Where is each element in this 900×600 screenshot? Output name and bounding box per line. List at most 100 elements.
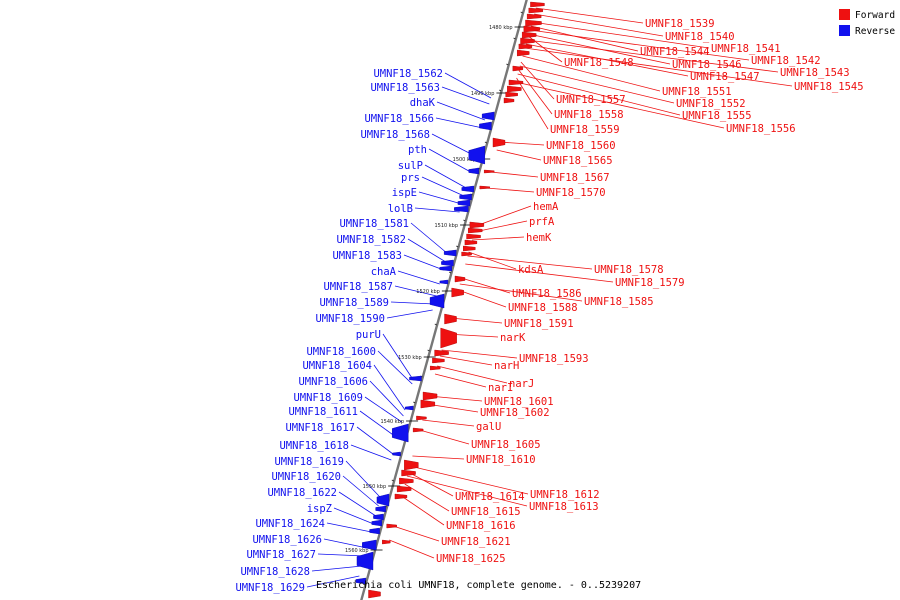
forward-gene-arrow[interactable] xyxy=(479,185,490,190)
forward-gene-label[interactable]: UMNF18_1559 xyxy=(550,124,620,136)
forward-gene-label[interactable]: UMNF18_1602 xyxy=(480,407,550,419)
reverse-gene-arrow[interactable] xyxy=(362,539,377,551)
forward-gene-label[interactable]: UMNF18_1601 xyxy=(484,396,554,408)
reverse-gene-arrow[interactable] xyxy=(409,375,422,382)
forward-gene-arrow[interactable] xyxy=(444,313,457,325)
reverse-gene-label[interactable]: UMNF18_1587 xyxy=(323,281,393,293)
forward-gene-label[interactable]: hemA xyxy=(533,201,559,213)
reverse-gene-label[interactable]: UMNF18_1620 xyxy=(271,471,341,483)
reverse-gene-label[interactable]: UMNF18_1590 xyxy=(315,313,385,325)
forward-gene-label[interactable]: UMNF18_1555 xyxy=(682,110,752,122)
forward-gene-arrow[interactable] xyxy=(466,233,481,240)
forward-gene-arrow[interactable] xyxy=(505,91,518,98)
forward-gene-label[interactable]: UMNF18_1591 xyxy=(504,318,574,330)
reverse-gene-arrow[interactable] xyxy=(468,167,479,175)
forward-gene-label[interactable]: narH xyxy=(494,360,519,372)
forward-gene-arrow[interactable] xyxy=(526,13,542,20)
forward-gene-arrow[interactable] xyxy=(382,539,391,545)
forward-gene-label[interactable]: UMNF18_1552 xyxy=(676,98,746,110)
reverse-gene-label[interactable]: UMNF18_1609 xyxy=(293,392,363,404)
reverse-gene-arrow[interactable] xyxy=(479,121,492,131)
reverse-gene-label[interactable]: ispE xyxy=(392,187,417,199)
forward-gene-arrow[interactable] xyxy=(512,65,524,72)
reverse-gene-arrow[interactable] xyxy=(392,451,401,457)
reverse-gene-label[interactable]: UMNF18_1619 xyxy=(274,456,344,468)
forward-gene-arrow[interactable] xyxy=(440,327,457,349)
forward-gene-label[interactable]: UMNF18_1539 xyxy=(645,18,715,30)
reverse-gene-arrow[interactable] xyxy=(454,205,469,213)
forward-gene-label[interactable]: UMNF18_1615 xyxy=(451,506,521,518)
forward-gene-label[interactable]: UMNF18_1567 xyxy=(540,172,610,184)
forward-gene-label[interactable]: UMNF18_1585 xyxy=(584,296,654,308)
forward-gene-arrow[interactable] xyxy=(492,137,506,148)
reverse-gene-arrow[interactable] xyxy=(461,185,474,193)
forward-gene-label[interactable]: UMNF18_1543 xyxy=(780,67,850,79)
forward-gene-arrow[interactable] xyxy=(468,227,483,234)
reverse-gene-arrow[interactable] xyxy=(481,111,495,121)
reverse-gene-arrow[interactable] xyxy=(376,493,390,507)
reverse-gene-label[interactable]: UMNF18_1606 xyxy=(298,376,368,388)
forward-gene-label[interactable]: UMNF18_1570 xyxy=(536,187,606,199)
forward-gene-arrow[interactable] xyxy=(461,251,472,257)
forward-gene-arrow[interactable] xyxy=(434,349,449,357)
forward-gene-arrow[interactable] xyxy=(525,19,542,27)
forward-gene-arrow[interactable] xyxy=(508,79,524,86)
forward-gene-arrow[interactable] xyxy=(454,275,466,283)
forward-gene-label[interactable]: UMNF18_1542 xyxy=(751,55,821,67)
forward-gene-arrow[interactable] xyxy=(517,49,530,57)
reverse-gene-label[interactable]: UMNF18_1611 xyxy=(288,406,358,418)
forward-gene-arrow[interactable] xyxy=(396,485,412,493)
forward-gene-label[interactable]: UMNF18_1544 xyxy=(640,46,710,58)
reverse-gene-label[interactable]: UMNF18_1583 xyxy=(332,250,402,262)
forward-gene-arrow[interactable] xyxy=(401,469,416,477)
reverse-gene-label[interactable]: lolB xyxy=(388,203,413,215)
forward-gene-label[interactable]: UMNF18_1558 xyxy=(554,109,624,121)
forward-gene-label[interactable]: UMNF18_1547 xyxy=(690,71,760,83)
reverse-gene-label[interactable]: chaA xyxy=(371,266,397,278)
reverse-gene-label[interactable]: purU xyxy=(356,329,381,341)
forward-gene-label[interactable]: UMNF18_1579 xyxy=(615,277,685,289)
reverse-gene-label[interactable]: prs xyxy=(401,172,420,184)
reverse-gene-label[interactable]: UMNF18_1600 xyxy=(306,346,376,358)
reverse-gene-arrow[interactable] xyxy=(356,551,374,571)
forward-gene-label[interactable]: UMNF18_1545 xyxy=(794,81,864,93)
reverse-gene-label[interactable]: UMNF18_1604 xyxy=(302,360,372,372)
forward-gene-arrow[interactable] xyxy=(451,287,464,298)
forward-gene-label[interactable]: UMNF18_1546 xyxy=(672,59,742,71)
reverse-gene-arrow[interactable] xyxy=(468,145,485,165)
reverse-gene-arrow[interactable] xyxy=(439,279,449,285)
reverse-gene-label[interactable]: UMNF18_1622 xyxy=(267,487,337,499)
forward-gene-arrow[interactable] xyxy=(432,357,445,364)
reverse-gene-label[interactable]: ispZ xyxy=(307,503,332,515)
reverse-gene-label[interactable]: UMNF18_1628 xyxy=(240,566,310,578)
reverse-gene-arrow[interactable] xyxy=(404,405,414,411)
forward-gene-label[interactable]: UMNF18_1565 xyxy=(543,155,613,167)
reverse-gene-arrow[interactable] xyxy=(371,519,382,527)
forward-gene-label[interactable]: UMNF18_1560 xyxy=(546,140,616,152)
reverse-gene-label[interactable]: dhaK xyxy=(410,97,436,109)
reverse-gene-label[interactable]: UMNF18_1617 xyxy=(285,422,355,434)
forward-gene-label[interactable]: UMNF18_1625 xyxy=(436,553,506,565)
forward-gene-arrow[interactable] xyxy=(422,391,438,401)
reverse-gene-arrow[interactable] xyxy=(457,199,471,207)
forward-gene-label[interactable]: UMNF18_1616 xyxy=(446,520,516,532)
forward-gene-arrow[interactable] xyxy=(469,221,485,229)
forward-gene-arrow[interactable] xyxy=(386,523,397,529)
forward-gene-arrow[interactable] xyxy=(530,1,545,8)
reverse-gene-label[interactable]: UMNF18_1562 xyxy=(373,68,443,80)
forward-gene-label[interactable]: UMNF18_1621 xyxy=(441,536,511,548)
reverse-gene-label[interactable]: UMNF18_1589 xyxy=(319,297,389,309)
forward-gene-arrow[interactable] xyxy=(483,169,495,174)
forward-gene-arrow[interactable] xyxy=(507,85,522,93)
reverse-gene-arrow[interactable] xyxy=(369,527,380,535)
reverse-gene-arrow[interactable] xyxy=(355,577,367,585)
reverse-gene-label[interactable]: UMNF18_1627 xyxy=(246,549,316,561)
forward-gene-label[interactable]: UMNF18_1588 xyxy=(508,302,578,314)
reverse-gene-label[interactable]: UMNF18_1563 xyxy=(370,82,440,94)
forward-gene-label[interactable]: UMNF18_1614 xyxy=(455,491,525,503)
reverse-gene-label[interactable]: UMNF18_1626 xyxy=(252,534,322,546)
reverse-gene-label[interactable]: UMNF18_1618 xyxy=(279,440,349,452)
forward-gene-label[interactable]: UMNF18_1605 xyxy=(471,439,541,451)
forward-gene-arrow[interactable] xyxy=(404,459,419,471)
forward-gene-label[interactable]: narK xyxy=(500,332,526,344)
